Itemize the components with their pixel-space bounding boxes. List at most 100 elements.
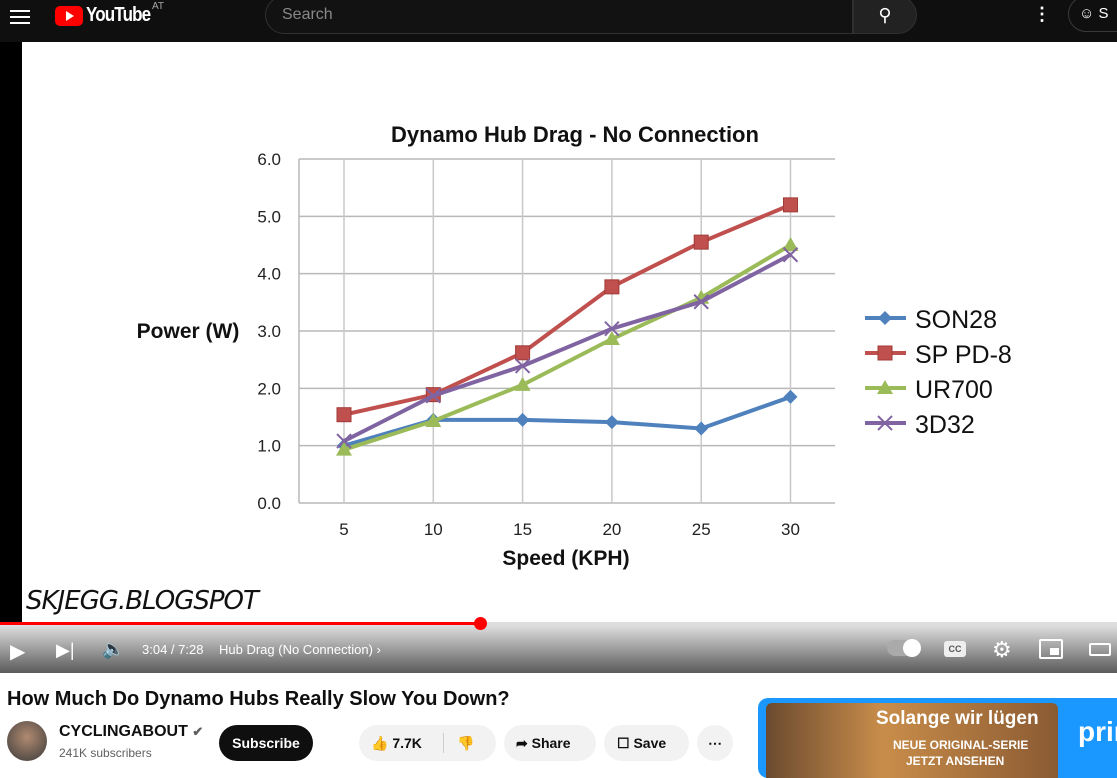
chart-title: Dynamo Hub Drag - No Connection [391,122,759,147]
data-point-x [604,320,620,337]
data-point-triangle [336,441,352,456]
data-point-x [336,433,352,449]
chapter-button[interactable]: Hub Drag (No Connection) › [219,642,381,657]
subscriber-count: 241K subscribers [59,746,152,760]
channel-name-text: CYCLINGABOUT [59,723,188,740]
x-tick-label: 10 [424,520,443,539]
x-tick-label: 30 [781,520,800,539]
share-button[interactable]: ➦ Share [504,725,596,761]
search-icon: ⚲ [878,5,892,25]
data-point-x [693,294,709,310]
data-point-square [515,345,531,361]
player-controls [0,622,1117,673]
thumbs-up-icon: 👍 [371,735,389,751]
data-point-diamond [878,311,892,325]
share-label: Share [531,735,571,751]
save-label: Save [633,735,667,751]
legend-label: 3D32 [915,411,975,439]
y-axis-label: Power (W) [137,320,240,343]
legend-label: SP PD-8 [915,341,1012,369]
data-point-triangle [603,331,620,346]
more-actions-button[interactable]: ⋯ [697,725,733,761]
scrubber-handle[interactable] [474,617,487,630]
thumbs-down-icon: 👎 [457,735,475,751]
y-tick-label: 5.0 [257,207,281,226]
series-line-3d32 [343,252,792,443]
watermark: SKJEGG.BLOGSPOT [26,586,259,616]
subscribe-button[interactable]: Subscribe [219,725,313,761]
y-tick-label: 6.0 [257,150,281,169]
ad-banner[interactable]: Solange wir lügen NEUE ORIGINAL-SERIE JE… [758,698,1117,778]
series-line-son28 [343,395,792,448]
progress-bar[interactable] [0,617,1117,630]
y-tick-label: 4.0 [257,265,281,284]
data-point-x [877,415,893,431]
play-button[interactable]: ▶ [10,641,26,663]
time-display: 3:04 / 7:28 [142,642,204,657]
volume-icon[interactable]: 🔈 [102,639,125,659]
letterbox-bar [0,42,22,673]
country-code: AT [152,1,165,12]
data-point-triangle [877,380,893,394]
ad-brand-logo: prime [1078,716,1117,747]
chapter-title: Hub Drag (No Connection) [219,642,373,657]
dislike-button[interactable]: 👎 [457,725,474,761]
video-player[interactable]: Dynamo Hub Drag - No Connection Power (W… [0,42,1117,673]
data-point-diamond [604,415,619,430]
chart: Dynamo Hub Drag - No Connection Power (W… [137,122,1012,570]
menu-icon[interactable] [10,6,30,26]
top-bar: YouTube AT Search ⚲ ⋮ ☺ S [0,0,1117,42]
y-tick-label: 1.0 [257,437,281,456]
youtube-logo[interactable]: YouTube AT [55,1,165,27]
x-tick-label: 15 [513,520,532,539]
ad-cta: JETZT ANSEHEN [906,754,1005,768]
data-point-square [783,197,798,213]
data-point-x [514,358,531,374]
channel-avatar[interactable] [7,721,47,761]
captions-icon[interactable]: CC [944,641,966,657]
series-line-ur700 [343,243,792,452]
divider [443,733,444,753]
bookmark-icon: ☐ [617,735,630,751]
miniplayer-icon[interactable] [1039,639,1063,659]
verified-icon: ✔ [192,724,204,739]
like-button[interactable]: 👍 7.7K [371,725,422,761]
data-point-diamond [694,421,709,436]
data-point-square [877,345,893,361]
y-tick-label: 2.0 [257,379,281,398]
legend-label: SON28 [915,306,997,334]
autoplay-toggle[interactable] [887,639,921,657]
like-count: 7.7K [392,735,422,751]
share-icon: ➦ [516,735,528,751]
data-point-x [425,388,442,404]
search-input[interactable]: Search [265,0,853,34]
more-options-icon[interactable]: ⋮ [1033,4,1051,24]
data-point-triangle [425,413,442,428]
x-tick-label: 20 [602,520,621,539]
search-button[interactable]: ⚲ [853,0,917,34]
ad-subtitle: NEUE ORIGINAL-SERIE [893,738,1029,752]
save-button[interactable]: ☐ Save [604,725,689,761]
more-horizontal-icon: ⋯ [708,735,722,751]
data-point-square [604,279,620,295]
legend-label: UR700 [915,376,993,404]
x-tick-label: 25 [692,520,711,539]
account-icon: ☺ [1079,5,1095,22]
logo-text: YouTube [86,4,151,26]
data-point-square [693,234,709,250]
series-line-sp-pd-8 [343,203,792,417]
sign-in-button[interactable]: ☺ S [1068,0,1117,32]
data-point-x [782,247,799,263]
progress-fill [0,622,481,625]
ad-title: Solange wir lügen [876,708,1039,729]
settings-icon[interactable]: ⚙ [992,637,1012,662]
theater-mode-icon[interactable] [1089,643,1111,656]
like-dislike-group: 👍 7.7K 👎 [359,725,496,761]
sign-in-label: S [1098,5,1109,22]
data-point-triangle [514,376,531,391]
next-button[interactable]: ▶| [56,640,75,660]
y-tick-label: 3.0 [257,322,281,341]
video-title: How Much Do Dynamo Hubs Really Slow You … [7,688,510,710]
channel-name[interactable]: CYCLINGABOUT ✔ [59,723,203,741]
data-point-square [336,407,352,423]
